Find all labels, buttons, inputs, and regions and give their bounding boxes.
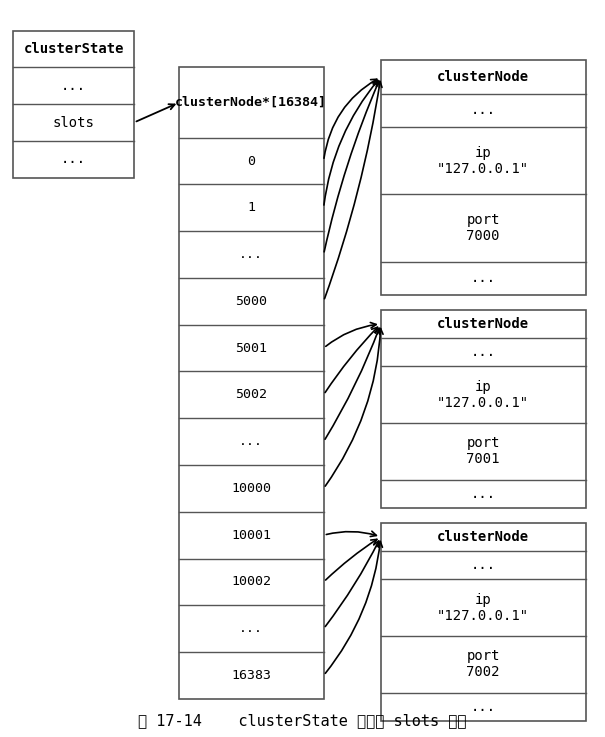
- Text: 0: 0: [247, 155, 255, 167]
- Text: ...: ...: [240, 622, 263, 635]
- Text: clusterNode: clusterNode: [437, 317, 529, 331]
- Text: ...: ...: [61, 153, 87, 167]
- Text: 16383: 16383: [231, 669, 271, 682]
- Text: 5002: 5002: [235, 388, 267, 402]
- Text: 10002: 10002: [231, 576, 271, 588]
- Text: port
7000: port 7000: [466, 213, 500, 243]
- Text: ...: ...: [471, 558, 495, 572]
- Text: 图 17-14    clusterState 结构的 slots 数组: 图 17-14 clusterState 结构的 slots 数组: [139, 713, 466, 728]
- Text: 5001: 5001: [235, 342, 267, 354]
- Text: clusterNode*[16384]: clusterNode*[16384]: [175, 96, 327, 109]
- Text: 10001: 10001: [231, 528, 271, 542]
- Text: ...: ...: [471, 345, 495, 359]
- Text: ip
"127.0.0.1": ip "127.0.0.1": [437, 593, 529, 623]
- FancyBboxPatch shape: [13, 31, 134, 178]
- Text: ip
"127.0.0.1": ip "127.0.0.1": [437, 380, 529, 410]
- Text: clusterNode: clusterNode: [437, 530, 529, 544]
- Text: ...: ...: [471, 103, 495, 117]
- Text: ...: ...: [471, 699, 495, 713]
- Text: ip
"127.0.0.1": ip "127.0.0.1": [437, 146, 529, 176]
- Text: port
7001: port 7001: [466, 436, 500, 467]
- Text: ...: ...: [240, 435, 263, 448]
- FancyBboxPatch shape: [381, 60, 586, 295]
- Text: 5000: 5000: [235, 295, 267, 308]
- Text: 1: 1: [247, 201, 255, 214]
- Text: ...: ...: [240, 248, 263, 261]
- FancyBboxPatch shape: [381, 523, 586, 721]
- Text: clusterNode: clusterNode: [437, 70, 529, 84]
- Text: ...: ...: [61, 79, 87, 93]
- Text: ...: ...: [471, 271, 495, 285]
- Text: 10000: 10000: [231, 482, 271, 495]
- FancyBboxPatch shape: [381, 310, 586, 508]
- Text: slots: slots: [53, 116, 94, 130]
- Text: ...: ...: [471, 487, 495, 501]
- Text: clusterState: clusterState: [24, 42, 124, 56]
- FancyBboxPatch shape: [179, 68, 324, 699]
- Text: port
7002: port 7002: [466, 649, 500, 680]
